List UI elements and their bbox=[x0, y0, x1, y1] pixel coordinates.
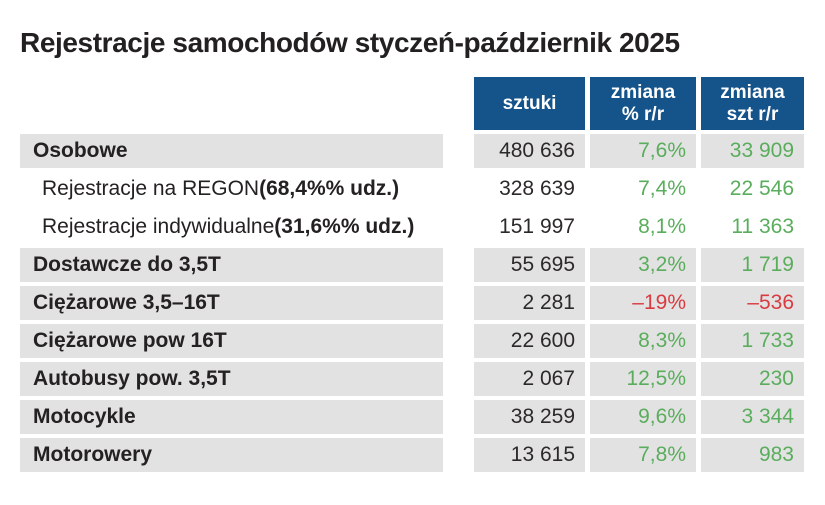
row-change-units-value: 11 363 bbox=[731, 215, 794, 238]
table-header-row: sztuki zmiana % r/r zmiana szt r/r bbox=[20, 77, 804, 130]
row-change-pct-value: 7,8% bbox=[590, 438, 696, 472]
column-header-sztuki: sztuki bbox=[474, 77, 585, 130]
row-label: Ciężarowe pow 16T bbox=[20, 324, 443, 358]
table-row: Dostawcze do 3,5T 55 695 3,2% 1 719 bbox=[20, 248, 804, 282]
column-header-zmiana-pct: zmiana % r/r bbox=[590, 77, 696, 130]
row-change-pct-value: 7,4% bbox=[638, 177, 686, 200]
row-change-units-value: 1 719 bbox=[701, 248, 804, 282]
row-label-share: (68,4%% udz.) bbox=[259, 177, 400, 200]
table-row: Ciężarowe 3,5–16T 2 281 –19% –536 bbox=[20, 286, 804, 320]
row-change-units-value: 230 bbox=[701, 362, 804, 396]
table-row: Motorowery 13 615 7,8% 983 bbox=[20, 438, 804, 472]
row-label: Motorowery bbox=[20, 438, 443, 472]
row-change-pct-value: 3,2% bbox=[590, 248, 696, 282]
row-units-value: 55 695 bbox=[474, 248, 585, 282]
row-change-pct-value: –19% bbox=[590, 286, 696, 320]
page-title: Rejestracje samochodów styczeń-październ… bbox=[20, 27, 680, 58]
row-label: Rejestracje indywidualne (31,6%% udz.) bbox=[42, 215, 415, 238]
registrations-table: sztuki zmiana % r/r zmiana szt r/r Osobo… bbox=[20, 77, 804, 476]
row-units-value: 13 615 bbox=[474, 438, 585, 472]
row-label: Rejestracje na REGON (68,4%% udz.) bbox=[42, 177, 400, 200]
row-change-pct-value: 9,6% bbox=[590, 400, 696, 434]
row-units-value: 2 281 bbox=[474, 286, 585, 320]
row-change-units-value: 1 733 bbox=[701, 324, 804, 358]
row-label: Motocykle bbox=[20, 400, 443, 434]
row-label: Osobowe bbox=[20, 134, 443, 168]
row-units-value: 151 997 bbox=[499, 215, 575, 238]
column-header-spacer bbox=[20, 77, 443, 130]
table-row: Rejestracje na REGON (68,4%% udz.) 328 63… bbox=[20, 172, 804, 206]
row-units-value: 328 639 bbox=[499, 177, 575, 200]
row-label: Autobusy pow. 3,5T bbox=[20, 362, 443, 396]
row-change-pct-value: 7,6% bbox=[590, 134, 696, 168]
row-units-value: 480 636 bbox=[474, 134, 585, 168]
row-label: Dostawcze do 3,5T bbox=[20, 248, 443, 282]
table-row: Motocykle 38 259 9,6% 3 344 bbox=[20, 400, 804, 434]
table-row: Autobusy pow. 3,5T 2 067 12,5% 230 bbox=[20, 362, 804, 396]
row-change-pct-value: 8,1% bbox=[638, 215, 686, 238]
row-change-pct-value: 12,5% bbox=[590, 362, 696, 396]
row-change-units-value: 3 344 bbox=[701, 400, 804, 434]
column-header-zmiana-szt: zmiana szt r/r bbox=[701, 77, 804, 130]
row-units-value: 2 067 bbox=[474, 362, 585, 396]
row-change-units-value: 983 bbox=[701, 438, 804, 472]
row-label: Ciężarowe 3,5–16T bbox=[20, 286, 443, 320]
row-label-share: (31,6%% udz.) bbox=[274, 215, 415, 238]
row-change-units-value: –536 bbox=[701, 286, 804, 320]
table-row: Ciężarowe pow 16T 22 600 8,3% 1 733 bbox=[20, 324, 804, 358]
row-change-pct-value: 8,3% bbox=[590, 324, 696, 358]
row-change-units-value: 33 909 bbox=[701, 134, 804, 168]
row-change-units-value: 22 546 bbox=[729, 177, 794, 200]
table-body: Osobowe 480 636 7,6% 33 909 Rejestracje na R… bbox=[20, 134, 804, 472]
table-row: Rejestracje indywidualne (31,6%% udz.) 15… bbox=[20, 210, 804, 244]
row-units-value: 38 259 bbox=[474, 400, 585, 434]
row-units-value: 22 600 bbox=[474, 324, 585, 358]
table-row: Osobowe 480 636 7,6% 33 909 bbox=[20, 134, 804, 168]
